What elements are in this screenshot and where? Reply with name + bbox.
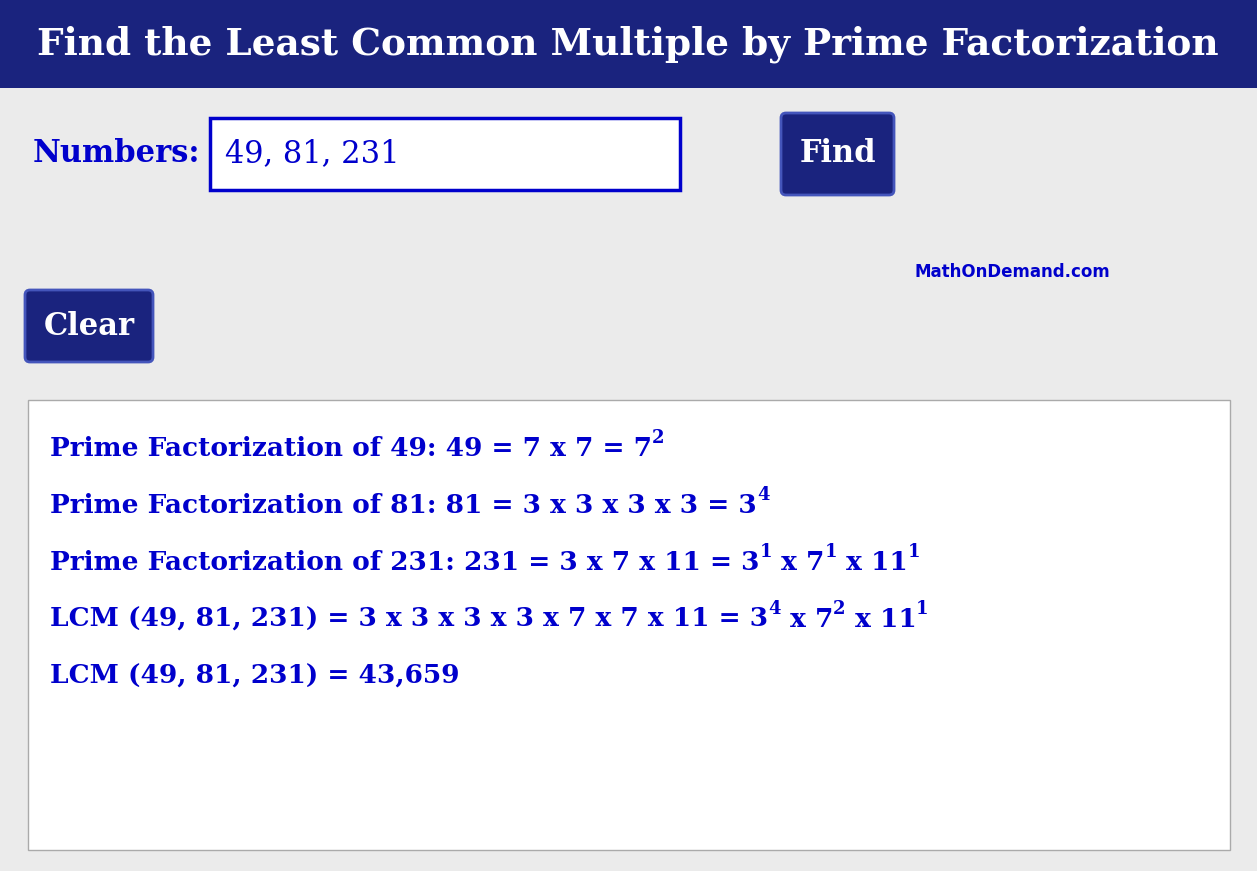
Text: x 11: x 11 — [837, 550, 908, 575]
Text: Find the Least Common Multiple by Prime Factorization: Find the Least Common Multiple by Prime … — [38, 25, 1219, 63]
Text: x 7: x 7 — [781, 606, 833, 631]
Text: 4: 4 — [768, 600, 781, 618]
Text: Clear: Clear — [44, 310, 134, 341]
Text: 1: 1 — [759, 543, 772, 561]
Text: 2: 2 — [833, 600, 846, 618]
Text: MathOnDemand.com: MathOnDemand.com — [914, 263, 1110, 281]
FancyBboxPatch shape — [0, 88, 1257, 408]
Text: Find: Find — [799, 138, 876, 170]
Text: Prime Factorization of 231: 231 = 3 x 7 x 11 = 3: Prime Factorization of 231: 231 = 3 x 7 … — [50, 550, 759, 575]
Text: 4: 4 — [757, 486, 769, 504]
Text: Numbers:: Numbers: — [33, 138, 200, 170]
FancyBboxPatch shape — [0, 0, 1257, 88]
Text: 2: 2 — [652, 429, 665, 447]
Text: 1: 1 — [916, 600, 929, 618]
Text: x 11: x 11 — [846, 606, 916, 631]
Text: Prime Factorization of 49: 49 = 7 x 7 = 7: Prime Factorization of 49: 49 = 7 x 7 = … — [50, 436, 652, 461]
Text: 1: 1 — [908, 543, 920, 561]
Text: LCM (49, 81, 231) = 43,659: LCM (49, 81, 231) = 43,659 — [50, 664, 460, 688]
Text: Prime Factorization of 81: 81 = 3 x 3 x 3 x 3 = 3: Prime Factorization of 81: 81 = 3 x 3 x … — [50, 492, 757, 517]
FancyBboxPatch shape — [28, 400, 1231, 850]
Text: x 7: x 7 — [772, 550, 825, 575]
Text: 49, 81, 231: 49, 81, 231 — [225, 138, 400, 170]
FancyBboxPatch shape — [25, 290, 153, 362]
FancyBboxPatch shape — [781, 113, 894, 195]
Text: 1: 1 — [825, 543, 837, 561]
FancyBboxPatch shape — [210, 118, 680, 190]
Text: LCM (49, 81, 231) = 3 x 3 x 3 x 3 x 7 x 7 x 11 = 3: LCM (49, 81, 231) = 3 x 3 x 3 x 3 x 7 x … — [50, 606, 768, 631]
